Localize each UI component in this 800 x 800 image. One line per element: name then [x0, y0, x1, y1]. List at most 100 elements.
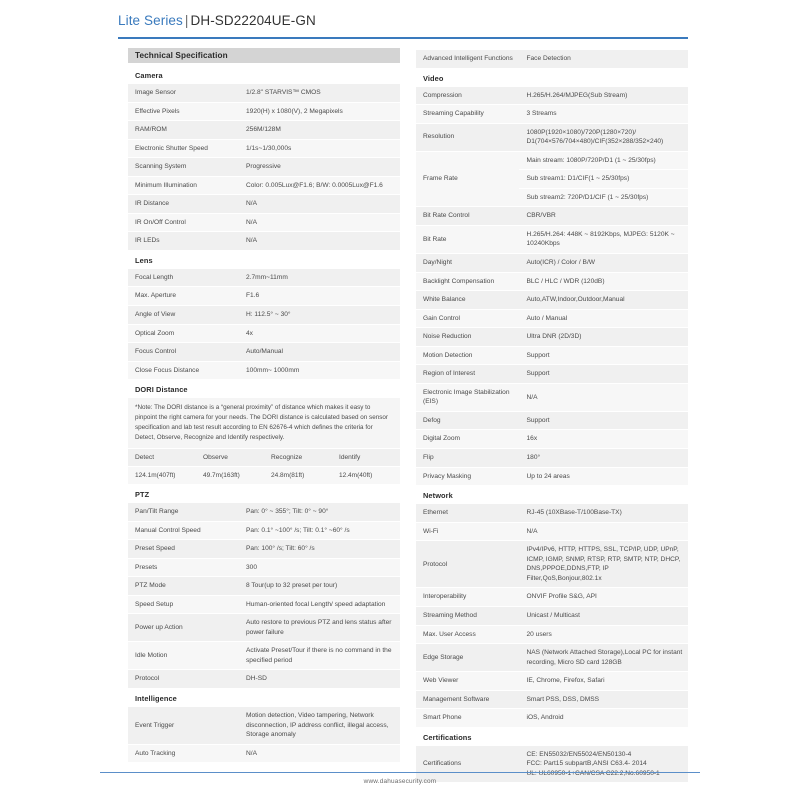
spec-value-effective-pixels: 1920(H) x 1080(V), 2 Megapixels — [239, 102, 400, 122]
spec-row: Privacy Masking Up to 24 areas — [416, 467, 688, 487]
spec-row: Electronic Shutter Speed 1/1s~1/30,000s — [128, 139, 400, 159]
spec-label-effective-pixels: Effective Pixels — [128, 102, 239, 122]
spec-label-frame-rate: Frame Rate — [416, 151, 520, 208]
spec-table: Focal Length 2.7mm~11mm Max. Aperture F1.6 A… — [128, 268, 400, 381]
spec-label-backlight-compensation: Backlight Compensation — [416, 272, 520, 292]
spec-row: IR Distance N/A — [128, 194, 400, 214]
header-divider — [118, 37, 688, 39]
spec-value-ir-on-off-control: N/A — [239, 213, 400, 233]
spec-value-max-aperture: F1.6 — [239, 286, 400, 307]
spec-row: Protocol DH-SD — [128, 669, 400, 689]
spec-row: Bit Rate Control CBR/VBR — [416, 206, 688, 226]
spec-label-digital-zoom: Digital Zoom — [416, 429, 520, 450]
spec-label-speed-setup: Speed Setup — [128, 595, 239, 615]
spec-row: Pan/Tilt Range Pan: 0° ~ 355°; Tilt: 0° ~… — [128, 502, 400, 522]
spec-row: Angle of View H: 112.5° ~ 30° — [128, 305, 400, 325]
spec-subvalue-table: Main stream: 1080P/720P/D1 (1 ~ 25/30fps… — [519, 151, 688, 207]
dori-value-row: 124.1m(407ft) 49.7m(163ft) 24.8m(81ft) 12.4… — [128, 466, 400, 485]
spec-row: Focus Control Auto/Manual — [128, 342, 400, 362]
spec-label-flip: Flip — [416, 448, 520, 468]
spec-table: Compression H.265/H.264/MJPEG(Sub Stream)… — [416, 86, 688, 487]
group-heading-intelligence: Intelligence — [135, 693, 177, 703]
spec-value-white-balance: Auto,ATW,Indoor,Outdoor,Manual — [519, 290, 688, 310]
spec-row: Scanning System Progressive — [128, 157, 400, 177]
dori-value-observe: 49.7m(163ft) — [196, 466, 264, 485]
spec-label-motion-detection: Motion Detection — [416, 346, 520, 366]
spec-label-presets: Presets — [128, 558, 239, 578]
group-heading-video: Video — [423, 73, 444, 83]
spec-label-protocol: Protocol — [416, 540, 520, 589]
spec-row: Wi-Fi N/A — [416, 522, 688, 542]
group-heading-dori-distance: DORI Distance — [135, 385, 188, 395]
spec-row: Max. User Access 20 users — [416, 625, 688, 645]
spec-label-angle-of-view: Angle of View — [128, 305, 239, 325]
spec-value-ptz-mode: 8 Tour(up to 32 preset per tour) — [239, 576, 400, 596]
spec-row: Management Software Smart PSS, DSS, DMSS — [416, 690, 688, 710]
spec-row: IR LEDs N/A — [128, 231, 400, 251]
spec-value-interoperability: ONVIF Profile S&G, API — [519, 587, 688, 607]
spec-value-motion-detection: Support — [519, 346, 688, 366]
footer-url: www.dahuasecurity.com — [363, 778, 437, 785]
spec-subrow: Sub stream1: D1/CIF(1 ~ 25/30fps) — [519, 169, 688, 189]
spec-label-ir-distance: IR Distance — [128, 194, 239, 214]
spec-row: Speed Setup Human-oriented focal Length/ … — [128, 595, 400, 615]
spec-label-max-aperture: Max. Aperture — [128, 286, 239, 307]
spec-label-ir-leds: IR LEDs — [128, 231, 239, 251]
spec-value-wi-fi: N/A — [519, 522, 688, 542]
spec-row: Streaming Capability 3 Streams — [416, 104, 688, 124]
spec-row: Gain Control Auto / Manual — [416, 309, 688, 329]
dori-header-detect: Detect — [128, 448, 196, 467]
spec-label-electronic-shutter-speed: Electronic Shutter Speed — [128, 139, 239, 159]
spec-label-event-trigger: Event Trigger — [128, 706, 239, 745]
right-spec-column: Advanced Intelligent Functions Face Detec… — [416, 50, 688, 784]
spec-row: Auto Tracking N/A — [128, 744, 400, 764]
dori-header-identify: Identify — [332, 448, 400, 467]
spec-label-bit-rate: Bit Rate — [416, 225, 520, 255]
spec-value-focal-length: 2.7mm~11mm — [239, 268, 400, 288]
spec-value-idle-motion: Activate Preset/Tour if there is no comm… — [239, 641, 400, 671]
spec-value-manual-control-speed: Pan: 0.1° ~100° /s; Tilt: 0.1° ~60° /s — [239, 521, 400, 541]
left-spec-column: Camera Image Sensor 1/2.8" STARVIS™ CMOS Ef… — [128, 66, 400, 764]
spec-row: White Balance Auto,ATW,Indoor,Outdoor,Man… — [416, 290, 688, 310]
dori-note: *Note: The DORI distance is a “general p… — [128, 398, 400, 448]
spec-label-idle-motion: Idle Motion — [128, 641, 239, 671]
spec-value-ethernet: RJ-45 (10XBase-T/100Base-TX) — [519, 504, 688, 523]
spec-row: Streaming Method Unicast / Multicast — [416, 606, 688, 626]
spec-value-day-night: Auto(ICR) / Color / B/W — [519, 253, 688, 273]
spec-row: PTZ Mode 8 Tour(up to 32 preset per tour) — [128, 576, 400, 596]
spec-label-white-balance: White Balance — [416, 290, 520, 310]
spec-label-advanced-intelligent-functions: Advanced Intelligent Functions — [416, 50, 520, 69]
spec-value-privacy-masking: Up to 24 areas — [519, 467, 688, 487]
dori-value-detect: 124.1m(407ft) — [128, 466, 196, 485]
footer-divider — [100, 772, 700, 773]
spec-value-digital-zoom: 16x — [519, 429, 688, 450]
spec-value-protocol: DH-SD — [239, 669, 400, 689]
spec-value-ir-leds: N/A — [239, 231, 400, 251]
spec-label-gain-control: Gain Control — [416, 309, 520, 329]
spec-label-interoperability: Interoperability — [416, 587, 520, 607]
spec-row: Certifications CE: EN55032/EN55024/EN5013… — [416, 745, 688, 784]
spec-label-ir-on-off-control: IR On/Off Control — [128, 213, 239, 233]
spec-row: Optical Zoom 4x — [128, 324, 400, 344]
group-heading-network: Network — [423, 491, 453, 501]
spec-value-smart-phone: iOS, Android — [519, 708, 688, 728]
spec-label-focus-control: Focus Control — [128, 342, 239, 362]
dori-header-recognize: Recognize — [264, 448, 332, 467]
spec-label-management-software: Management Software — [416, 690, 520, 710]
spec-row: Bit Rate H.265/H.264: 448K ~ 8192Kbps, MJ… — [416, 225, 688, 255]
technical-specification-title: Technical Specification — [135, 51, 228, 60]
spec-value-pan-tilt-range: Pan: 0° ~ 355°; Tilt: 0° ~ 90° — [239, 502, 400, 522]
spec-row: IR On/Off Control N/A — [128, 213, 400, 233]
spec-value-ir-distance: N/A — [239, 194, 400, 214]
spec-label-image-sensor: Image Sensor — [128, 84, 239, 103]
spec-label-certifications: Certifications — [416, 745, 520, 784]
spec-table: Image Sensor 1/2.8" STARVIS™ CMOS Effectiv… — [128, 84, 400, 251]
spec-row: Idle Motion Activate Preset/Tour if there… — [128, 641, 400, 671]
spec-row: Noise Reduction Ultra DNR (2D/3D) — [416, 327, 688, 347]
dori-value-identify: 12.4m(40ft) — [332, 466, 400, 485]
page-title: Lite Series | DH-SD22204UE-GN — [118, 13, 688, 28]
spec-value-image-sensor: 1/2.8" STARVIS™ CMOS — [239, 84, 400, 103]
spec-value-resolution: 1080P(1920×1080)/720P(1280×720)/ D1(704×… — [519, 123, 688, 152]
spec-row: Region of Interest Support — [416, 364, 688, 384]
